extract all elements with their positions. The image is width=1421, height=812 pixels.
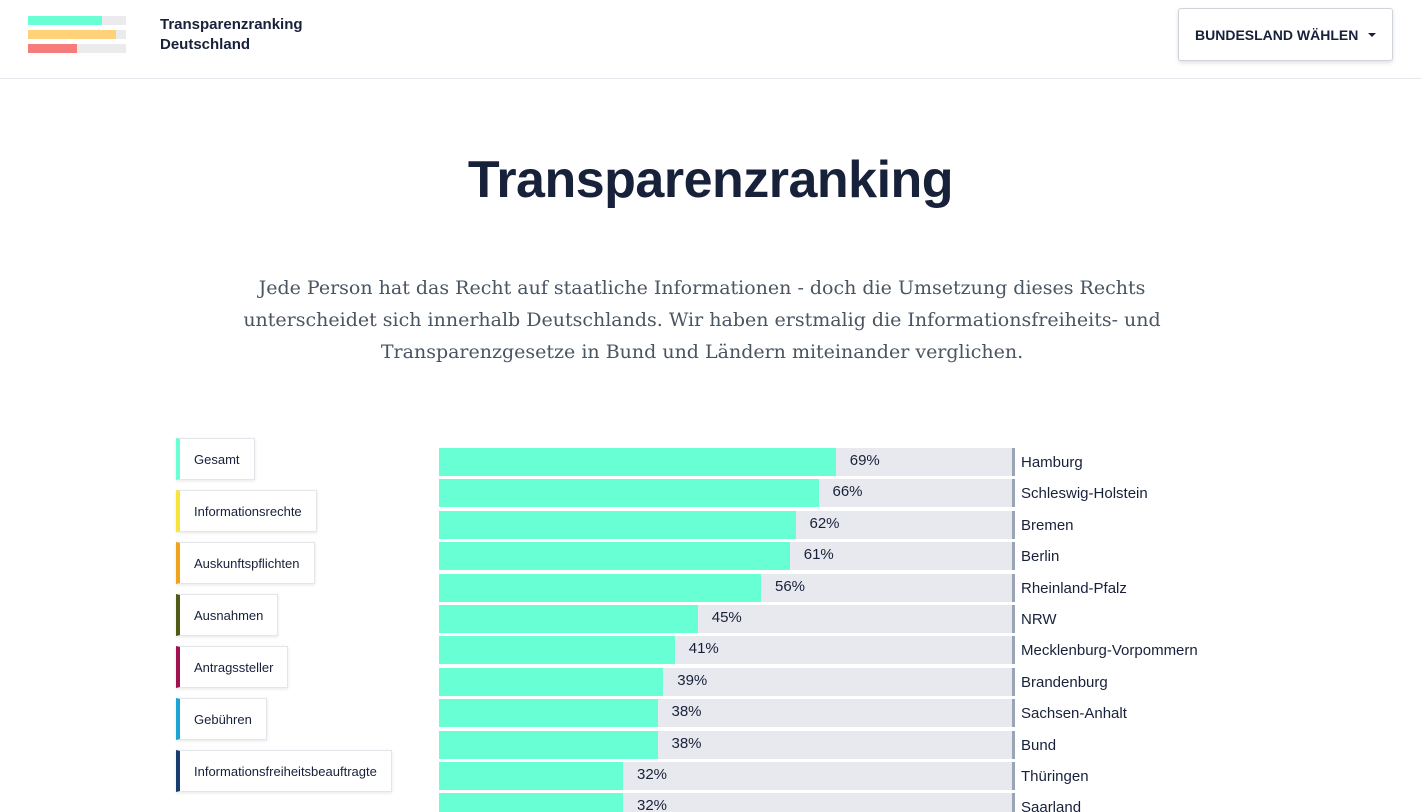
bar-category-label[interactable]: Thüringen xyxy=(1021,768,1089,785)
logo[interactable] xyxy=(28,16,126,54)
bar-category-label[interactable]: Brandenburg xyxy=(1021,673,1108,691)
bar-category-label[interactable]: Berlin xyxy=(1021,548,1060,566)
chart-row[interactable]: 61% Berlin xyxy=(439,542,1239,571)
bar-separator xyxy=(1012,762,1015,790)
bar xyxy=(439,542,790,571)
bar xyxy=(439,699,658,728)
bar-category-label[interactable]: Sachsen-Anhalt xyxy=(1021,705,1127,723)
bar xyxy=(439,793,623,812)
bar-separator xyxy=(1012,510,1015,539)
caret-down-icon xyxy=(1368,33,1376,37)
bar xyxy=(439,510,796,539)
logo-bar-red xyxy=(28,44,126,53)
bar-category-label[interactable]: Rheinland-Pfalz xyxy=(1021,579,1127,597)
chart-row[interactable]: 38% Bund xyxy=(439,730,1239,759)
chart-row[interactable]: 45% NRW xyxy=(439,605,1239,633)
chart-row[interactable]: 32% Saarland xyxy=(439,793,1239,812)
bar xyxy=(439,573,761,602)
bar-category-label[interactable]: Saarland xyxy=(1021,799,1082,812)
bar-value-label: 38% xyxy=(671,703,702,721)
bar-category-label[interactable]: Mecklenburg-Vorpommern xyxy=(1021,642,1198,660)
bar-value-label: 62% xyxy=(809,514,840,532)
category-button-auskunftspflichten[interactable]: Auskunftspflichten xyxy=(176,542,315,584)
chart-row[interactable]: 66% Schleswig-Holstein xyxy=(439,479,1239,508)
bundesland-select-label: BUNDESLAND WÄHLEN xyxy=(1195,26,1359,43)
chart-row[interactable]: 62% Bremen xyxy=(439,510,1239,539)
bar-value-label: 41% xyxy=(688,640,719,658)
chart-row[interactable]: 38% Sachsen-Anhalt xyxy=(439,699,1239,728)
category-button-antragssteller[interactable]: Antragssteller xyxy=(176,646,289,688)
category-button-gebühren[interactable]: Gebühren xyxy=(176,698,267,740)
bar xyxy=(439,448,836,476)
bar-category-label[interactable]: NRW xyxy=(1021,611,1057,628)
chart-row[interactable]: 32% Thüringen xyxy=(439,762,1239,790)
site-header: Transparenzranking Deutschland BUNDESLAN… xyxy=(0,0,1421,79)
logo-bar-yellow xyxy=(28,30,126,39)
bar-value-label: 32% xyxy=(637,766,668,783)
bar-value-label: 66% xyxy=(832,483,863,501)
bar-value-label: 38% xyxy=(671,734,702,752)
bar-value-label: 32% xyxy=(637,797,668,812)
bar-separator xyxy=(1012,730,1015,759)
brand-name[interactable]: Transparenzranking Deutschland xyxy=(160,15,303,55)
bar-separator xyxy=(1012,542,1015,571)
bar-value-label: 56% xyxy=(775,577,806,595)
bar-separator xyxy=(1012,605,1015,633)
chart-row[interactable]: 69% Hamburg xyxy=(439,448,1239,476)
category-button-gesamt[interactable]: Gesamt xyxy=(176,438,255,480)
logo-bar-green xyxy=(28,16,126,25)
bar-category-label[interactable]: Bremen xyxy=(1021,516,1074,534)
bar-value-label: 61% xyxy=(803,546,834,564)
bar-separator xyxy=(1012,479,1015,508)
brand-line-1: Transparenzranking xyxy=(160,16,303,33)
bar-separator xyxy=(1012,448,1015,476)
bar xyxy=(439,762,623,790)
category-button-ausnahmen[interactable]: Ausnahmen xyxy=(176,594,279,636)
bar xyxy=(439,479,819,508)
bar xyxy=(439,667,664,696)
bar-category-label[interactable]: Hamburg xyxy=(1021,454,1083,471)
bar-separator xyxy=(1012,667,1015,696)
chart-row[interactable]: 56% Rheinland-Pfalz xyxy=(439,573,1239,602)
bar-category-label[interactable]: Bund xyxy=(1021,736,1057,754)
bar-separator xyxy=(1012,636,1015,665)
bar-value-label: 69% xyxy=(849,452,880,469)
bar-separator xyxy=(1012,793,1015,812)
category-button-informationsfreiheitsbeauftragte[interactable]: Informationsfreiheitsbeauftragte xyxy=(176,750,392,792)
page-title: Transparenzranking xyxy=(467,151,954,209)
bar-value-label: 45% xyxy=(711,609,742,626)
brand-line-2: Deutschland xyxy=(160,36,251,53)
bar-separator xyxy=(1012,699,1015,728)
bar-separator xyxy=(1012,573,1015,602)
chart-row[interactable]: 39% Brandenburg xyxy=(439,667,1239,696)
bar-category-label[interactable]: Schleswig-Holstein xyxy=(1021,485,1148,503)
intro-text: Jede Person hat das Recht auf staatliche… xyxy=(243,277,1161,363)
bar-value-label: 39% xyxy=(677,671,708,689)
category-button-informationsrechte[interactable]: Informationsrechte xyxy=(176,490,317,532)
bar xyxy=(439,636,675,665)
ranking-chart: 69% Hamburg 66% Schleswig-Holstein 62% Bremen… xyxy=(439,448,1239,812)
bar xyxy=(439,605,698,633)
bundesland-select-button[interactable]: BUNDESLAND WÄHLEN xyxy=(1178,8,1393,61)
chart-row[interactable]: 41% Mecklenburg-Vorpommern xyxy=(439,636,1239,665)
bar xyxy=(439,730,658,759)
